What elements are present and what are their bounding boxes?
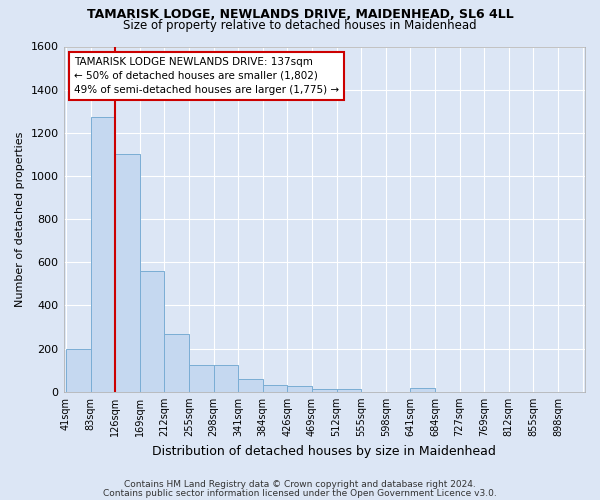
Text: Contains HM Land Registry data © Crown copyright and database right 2024.: Contains HM Land Registry data © Crown c… [124,480,476,489]
Bar [238,379,263,392]
Y-axis label: Number of detached properties: Number of detached properties [15,132,25,307]
Bar [337,389,361,392]
Bar [214,365,238,392]
Text: Contains public sector information licensed under the Open Government Licence v3: Contains public sector information licen… [103,488,497,498]
Bar [263,386,287,392]
Bar [140,271,164,392]
Text: Size of property relative to detached houses in Maidenhead: Size of property relative to detached ho… [123,19,477,32]
Bar [91,116,115,392]
Bar [287,386,312,392]
Bar [115,154,140,392]
Bar [312,388,337,392]
Bar [66,348,91,392]
Bar [189,365,214,392]
Text: TAMARISK LODGE, NEWLANDS DRIVE, MAIDENHEAD, SL6 4LL: TAMARISK LODGE, NEWLANDS DRIVE, MAIDENHE… [86,8,514,20]
Text: TAMARISK LODGE NEWLANDS DRIVE: 137sqm
← 50% of detached houses are smaller (1,80: TAMARISK LODGE NEWLANDS DRIVE: 137sqm ← … [74,57,339,95]
Bar [410,388,435,392]
Bar [164,334,189,392]
X-axis label: Distribution of detached houses by size in Maidenhead: Distribution of detached houses by size … [152,444,496,458]
